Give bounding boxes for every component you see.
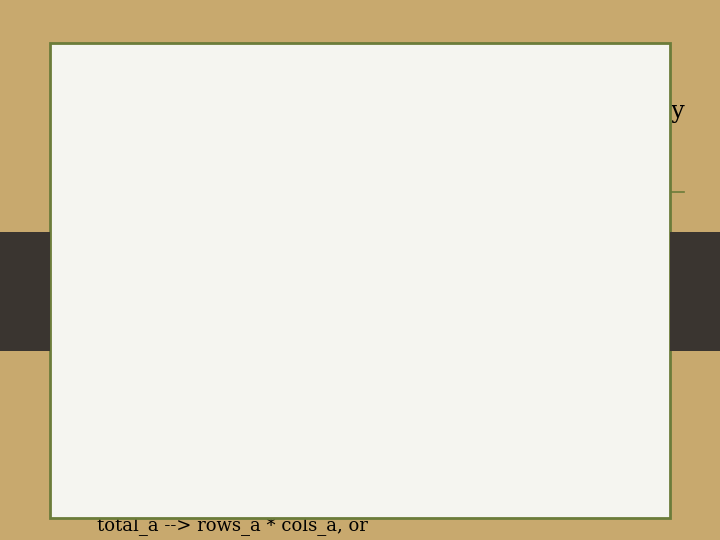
Text: •: • xyxy=(65,429,78,449)
Text: O(cols_b * total_a + rows_a * total_b): O(cols_b * total_a + rows_a * total_b) xyxy=(97,394,492,415)
Text: worse case:: worse case: xyxy=(97,483,213,501)
Text: Compared with matrix multiplication using array: Compared with matrix multiplication usin… xyxy=(97,100,685,123)
Text: sum += (a[i][k] *b[k][j]);: sum += (a[i][k] *b[k][j]); xyxy=(130,290,554,308)
Text: d[i][j] =sum;: d[i][j] =sum; xyxy=(130,327,358,345)
Text: for (k=0; k < cols_a; k++): for (k=0; k < cols_a; k++) xyxy=(130,253,500,272)
Text: for (i =0; i < rows_a; i++): for (i =0; i < rows_a; i++) xyxy=(130,143,423,161)
Text: for (j=0; j < cols_b; j++) {: for (j=0; j < cols_b; j++) { xyxy=(130,180,477,198)
Text: optimal case:: optimal case: xyxy=(97,429,229,447)
Text: •: • xyxy=(101,143,112,162)
Text: •: • xyxy=(65,354,78,377)
Text: 2.4 The sparse matrix ADT (18/18): 2.4 The sparse matrix ADT (18/18) xyxy=(91,57,629,88)
Text: •: • xyxy=(65,100,81,126)
Text: total_a --> rows_a * cols_a, or: total_a --> rows_a * cols_a, or xyxy=(97,516,368,535)
Text: sum =0;: sum =0; xyxy=(130,217,293,234)
Text: O(rows_a * cols_a * cols_b)  vs.: O(rows_a * cols_a * cols_b) vs. xyxy=(97,354,425,374)
Text: •: • xyxy=(65,483,78,503)
Text: }: } xyxy=(130,363,184,381)
Text: total_a < rows_a * cols_a  total_b < cols_a * cols_b: total_a < rows_a * cols_a total_b < cols… xyxy=(97,466,558,485)
